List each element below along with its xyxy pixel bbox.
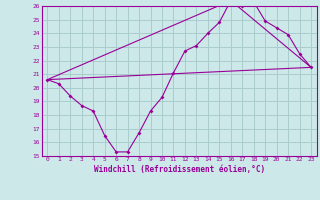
X-axis label: Windchill (Refroidissement éolien,°C): Windchill (Refroidissement éolien,°C) [94, 165, 265, 174]
